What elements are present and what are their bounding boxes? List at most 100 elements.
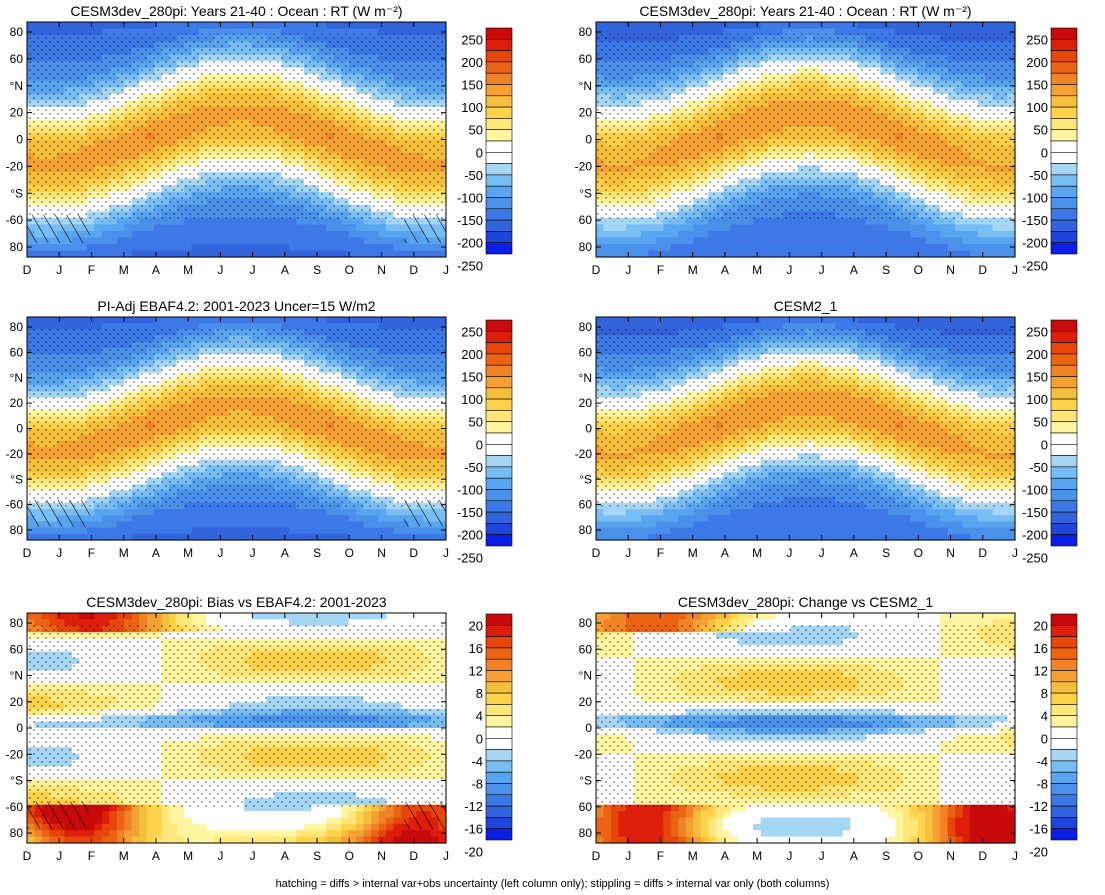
colorbar-box (1050, 636, 1078, 649)
panel-title: PI-Adj EBAF4.2: 2001-2023 Uncer=15 W/m2 (97, 298, 375, 314)
colorbar-label: -50 (464, 460, 483, 475)
x-tick-label: J (1012, 849, 1018, 863)
colorbar-box (485, 783, 513, 796)
colorbar-box (485, 27, 513, 40)
x-tick-label: M (183, 849, 193, 863)
colorbar-box (485, 376, 513, 389)
x-tick-label: D (592, 849, 601, 863)
colorbar-label: -50 (1029, 460, 1048, 475)
colorbar: 250 200 150 100 50 0 -50 -100 -150 -200 -250 (1022, 319, 1078, 565)
y-tick-label: °S (579, 774, 592, 788)
colorbar-box (485, 185, 513, 198)
colorbar-label: 250 (1026, 324, 1048, 339)
colorbar-box (1050, 455, 1078, 468)
stippling (596, 33, 1015, 222)
panel-title: CESM3dev_280pi: Years 21-40 : Ocean : RT… (70, 3, 402, 19)
y-tick-label: -20 (575, 159, 593, 173)
x-tick-label: N (377, 546, 386, 560)
x-tick-label: J (1012, 263, 1018, 277)
y-tick-label: 60 (10, 52, 24, 66)
colorbar-label: 50 (469, 123, 483, 138)
colorbar-box (485, 534, 513, 547)
colorbar-box (1050, 50, 1078, 63)
colorbar-box (485, 319, 513, 332)
panel-title: CESM3dev_280pi: Years 21-40 : Ocean : RT… (639, 3, 971, 19)
colorbar-box (485, 704, 513, 717)
x-tick-label: J (819, 849, 825, 863)
panel-title: CESM3dev_280pi: Bias vs EBAF4.2: 2001-20… (86, 594, 387, 610)
colorbar-label: -150 (457, 505, 483, 520)
hatching-left (27, 214, 90, 243)
colorbar-box (485, 95, 513, 108)
x-tick-label: J (217, 849, 223, 863)
y-tick-label: 0 (16, 133, 23, 147)
x-tick-label: M (119, 849, 129, 863)
y-tick-label: °S (10, 774, 23, 788)
stippling (27, 624, 446, 809)
x-tick-label: A (850, 849, 858, 863)
y-tick-label: °N (579, 669, 592, 683)
colorbar-box (485, 106, 513, 119)
y-tick-label: °N (579, 371, 592, 385)
y-tick-label: 80 (579, 320, 593, 334)
colorbar-label: 150 (461, 370, 483, 385)
panel-title: CESM2_1 (774, 298, 838, 314)
x-tick-label: O (345, 263, 354, 277)
colorbar-box (485, 817, 513, 830)
colorbar-label: -12 (1029, 799, 1048, 814)
colorbar-box (485, 174, 513, 187)
colorbar-box (485, 500, 513, 513)
colorbar-box (485, 219, 513, 232)
colorbar-box (1050, 219, 1078, 232)
x-tick-label: F (88, 849, 95, 863)
y-tick-label: 80 (10, 826, 24, 840)
y-tick-label: 80 (10, 616, 24, 630)
x-tick-label: J (819, 546, 825, 560)
y-tick-label: 60 (10, 345, 24, 359)
colorbar-box (485, 410, 513, 422)
colorbar-box (1050, 771, 1078, 784)
y-tick-label: 60 (10, 642, 24, 656)
colorbar-box (1050, 242, 1078, 255)
colorbar-box (485, 38, 513, 51)
y-tick-label: 20 (579, 695, 593, 709)
colorbar-label: -4 (471, 754, 483, 769)
x-tick-label: J (819, 263, 825, 277)
colorbar-label: -250 (1022, 550, 1048, 565)
colorbar-label: -16 (1029, 822, 1048, 837)
colorbar-label: 50 (1034, 415, 1048, 430)
colorbar-box (485, 489, 513, 502)
colorbar-box (1050, 364, 1078, 377)
x-tick-label: A (850, 263, 858, 277)
colorbar-box (485, 353, 513, 366)
colorbar-box (1050, 658, 1078, 671)
colorbar-box (485, 84, 513, 97)
colorbar-box (1050, 500, 1078, 513)
colorbar-label: 150 (461, 78, 483, 93)
colorbar-label: -50 (1029, 168, 1048, 183)
colorbar-label: 4 (1041, 709, 1048, 724)
colorbar-box (1050, 523, 1078, 536)
colorbar: 20 16 12 8 4 0 -4 -8 -12 -16 -20 (464, 613, 513, 859)
colorbar-label: 100 (1026, 392, 1048, 407)
x-tick-label: S (882, 263, 890, 277)
x-tick-label: J (250, 263, 256, 277)
y-tick-label: °N (10, 79, 23, 93)
panel-5: CESM3dev_280pi: Bias vs EBAF4.2: 2001-20… (6, 594, 513, 863)
colorbar-label: 150 (1026, 370, 1048, 385)
colorbar-box (485, 129, 513, 142)
colorbar: 250 200 150 100 50 0 -50 -100 -150 -200 -250 (1022, 27, 1078, 273)
y-tick-label: -20 (575, 747, 593, 761)
y-tick-label: 60 (579, 345, 593, 359)
colorbar-label: 0 (1041, 437, 1048, 452)
x-tick-label: M (183, 546, 193, 560)
colorbar-box (1050, 152, 1078, 164)
y-tick-label: 20 (10, 106, 24, 120)
colorbar-box (1050, 681, 1078, 694)
colorbar-box (1050, 398, 1078, 411)
y-tick-label: °N (10, 669, 23, 683)
y-tick-label: 60 (579, 213, 593, 227)
colorbar-label: 0 (476, 731, 483, 746)
colorbar-label: 0 (476, 145, 483, 160)
y-tick-label: 80 (10, 523, 24, 537)
